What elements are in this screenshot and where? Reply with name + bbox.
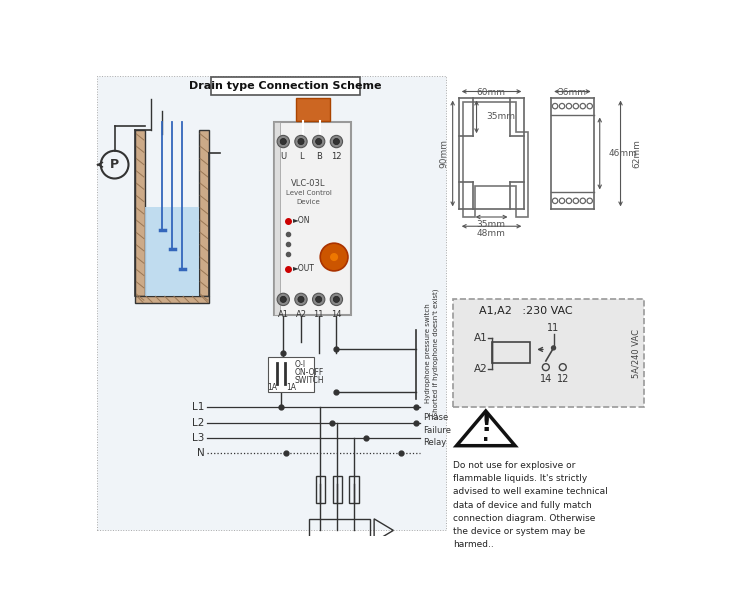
Text: A2: A2 — [474, 364, 487, 374]
Text: B: B — [316, 152, 322, 161]
Text: 48mm: 48mm — [477, 229, 506, 238]
Bar — [136, 130, 145, 296]
Text: A1: A1 — [277, 309, 289, 318]
FancyBboxPatch shape — [211, 77, 361, 95]
Text: N: N — [197, 448, 204, 458]
Circle shape — [330, 575, 364, 602]
Circle shape — [277, 293, 289, 306]
Circle shape — [277, 135, 289, 147]
Circle shape — [295, 135, 307, 147]
Circle shape — [320, 243, 348, 271]
Circle shape — [312, 135, 325, 147]
Circle shape — [298, 138, 304, 144]
Text: ►ON: ►ON — [293, 216, 310, 225]
Circle shape — [280, 138, 286, 144]
Text: 90mm: 90mm — [439, 138, 448, 167]
Text: 3<
Pump: 3< Pump — [331, 583, 363, 602]
Bar — [145, 207, 199, 296]
Text: SWITCH: SWITCH — [295, 376, 324, 385]
Circle shape — [295, 293, 307, 306]
Text: L: L — [299, 152, 303, 161]
Bar — [199, 130, 209, 296]
Text: ON-OFF: ON-OFF — [295, 368, 324, 377]
Text: Phase
Failure
Relay: Phase Failure Relay — [423, 414, 450, 447]
Circle shape — [334, 296, 339, 302]
Text: VLC-03L: VLC-03L — [291, 179, 326, 188]
Circle shape — [330, 135, 342, 147]
Bar — [268, 357, 314, 392]
Circle shape — [280, 296, 286, 302]
Text: 12: 12 — [556, 374, 569, 383]
Text: P: P — [110, 158, 119, 171]
Bar — [333, 477, 342, 503]
Text: 1A: 1A — [286, 383, 296, 393]
Text: L2: L2 — [192, 418, 204, 427]
Text: ►OUT: ►OUT — [293, 264, 315, 273]
Text: 14: 14 — [539, 374, 552, 383]
Circle shape — [551, 345, 556, 350]
Circle shape — [330, 293, 342, 306]
Text: Hydrophone pressure switch
(Shorted if hydrophone doesn't exist): Hydrophone pressure switch (Shorted if h… — [425, 288, 439, 418]
Text: U: U — [280, 152, 286, 161]
Circle shape — [315, 138, 322, 144]
Bar — [350, 477, 358, 503]
Text: 36mm: 36mm — [558, 88, 586, 98]
Text: Device: Device — [297, 199, 320, 205]
Text: 60mm: 60mm — [477, 88, 506, 98]
Bar — [309, 550, 363, 571]
Text: A1: A1 — [474, 333, 487, 343]
Text: Do not use for explosive or
flammable liquids. It's strictly
advised to well exa: Do not use for explosive or flammable li… — [453, 461, 608, 549]
Bar — [97, 76, 446, 530]
Circle shape — [329, 252, 339, 262]
FancyBboxPatch shape — [274, 122, 351, 315]
Text: A1,A2   :230 VAC: A1,A2 :230 VAC — [479, 306, 572, 316]
Text: 1A: 1A — [266, 383, 277, 393]
Text: .: . — [482, 426, 489, 445]
Text: 11: 11 — [313, 309, 324, 318]
Bar — [453, 299, 644, 407]
Circle shape — [298, 296, 304, 302]
Text: Drain type Connection Scheme: Drain type Connection Scheme — [189, 81, 382, 91]
Text: Level Control: Level Control — [285, 190, 331, 196]
Text: 35mm: 35mm — [477, 220, 506, 229]
Text: L1: L1 — [192, 402, 204, 412]
FancyBboxPatch shape — [296, 98, 330, 121]
Text: 62mm: 62mm — [632, 138, 641, 167]
Bar — [136, 296, 209, 303]
Circle shape — [315, 296, 322, 302]
Bar — [274, 122, 280, 315]
Bar — [492, 342, 531, 363]
Circle shape — [334, 138, 339, 144]
Text: L3: L3 — [192, 433, 204, 443]
Circle shape — [312, 293, 325, 306]
Bar — [309, 519, 370, 542]
Text: 5A/240 VAC: 5A/240 VAC — [631, 329, 640, 378]
Text: 14: 14 — [331, 309, 342, 318]
Text: !: ! — [480, 412, 491, 436]
Text: 46mm: 46mm — [609, 149, 638, 158]
Text: 35mm: 35mm — [486, 113, 515, 122]
Polygon shape — [456, 411, 515, 445]
Text: O-I: O-I — [295, 361, 306, 370]
Text: 11: 11 — [548, 323, 560, 333]
Text: 12: 12 — [331, 152, 342, 161]
Bar — [315, 477, 325, 503]
Text: A2: A2 — [296, 309, 307, 318]
